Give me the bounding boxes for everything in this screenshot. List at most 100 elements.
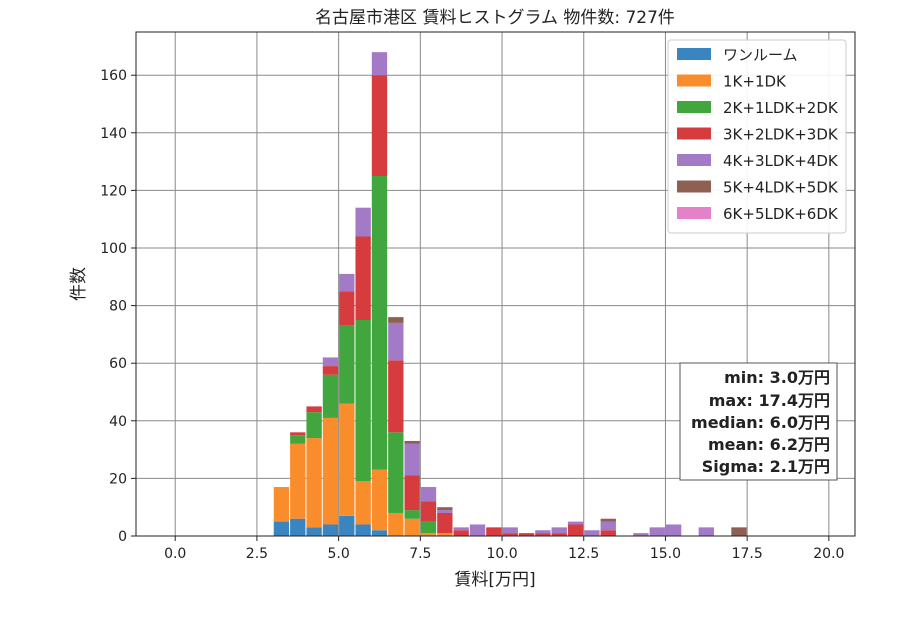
y-tick-label: 160	[100, 68, 127, 84]
bar-segment	[273, 487, 290, 522]
x-tick-label: 5.0	[327, 546, 349, 562]
bar-segment	[551, 533, 567, 536]
y-tick-label: 40	[109, 414, 127, 430]
bar-segment	[420, 501, 437, 522]
bar-segment	[486, 527, 502, 536]
bar-segment	[339, 325, 355, 404]
bar-segment	[306, 438, 322, 528]
bar-segment	[469, 524, 486, 536]
legend-items: ワンルーム 1K+1DK 2K+1LDK+2DK 3K+2LDK+3DK 4K+3LDK…	[677, 46, 839, 223]
bar-segment	[420, 533, 437, 536]
bar-segment	[371, 469, 388, 531]
bar-segment	[453, 530, 469, 536]
x-tick-label: 20.0	[813, 546, 844, 562]
y-axis-ticks: 0 20 40 60 80 100 120 140 160	[100, 68, 136, 545]
bar-segment	[437, 512, 453, 534]
bar-segment	[290, 443, 306, 519]
bar-segment	[371, 176, 388, 470]
legend-swatch	[677, 180, 711, 193]
y-tick-label: 80	[109, 299, 127, 315]
bar-segment	[535, 530, 551, 534]
bar-segment	[404, 518, 420, 536]
bar-segment	[322, 417, 339, 525]
bar-segment	[437, 510, 453, 513]
bar-segment	[600, 530, 616, 536]
bar-segment	[355, 481, 371, 525]
bar-segment	[437, 507, 453, 511]
stat-sigma: Sigma: 2.1万円	[702, 457, 830, 476]
legend-swatch	[677, 74, 711, 87]
legend-label: 4K+3LDK+4DK	[723, 152, 839, 170]
bar-segment	[322, 524, 339, 536]
bar-segment	[567, 521, 584, 525]
bar-segment	[306, 406, 322, 413]
bar-segment	[388, 317, 404, 323]
y-tick-label: 120	[100, 183, 127, 199]
y-tick-label: 100	[100, 241, 127, 257]
bar-segment	[371, 52, 388, 76]
bar-segment	[404, 440, 420, 444]
stat-mean: mean: 6.2万円	[708, 435, 830, 454]
legend-label: 6K+5LDK+6DK	[723, 205, 839, 223]
bar-segment	[355, 320, 371, 482]
legend-box	[667, 39, 847, 234]
bar-segment	[355, 236, 371, 320]
x-axis-ticks: 0.0 2.5 5.0 7.5 10.0 12.5 15.0 17.5 20.0	[164, 536, 844, 562]
stat-median: median: 6.0万円	[691, 413, 830, 432]
bar-segment	[322, 374, 339, 418]
legend-label: 2K+1LDK+2DK	[723, 99, 839, 117]
legend-label: 5K+4LDK+5DK	[723, 179, 839, 197]
bar-segment	[371, 75, 388, 176]
bar-segment	[404, 443, 420, 476]
x-tick-label: 10.0	[486, 546, 517, 562]
bar-segment	[584, 530, 600, 536]
bar-segment	[290, 435, 306, 444]
x-axis-label: 賃料[万円]	[454, 570, 535, 590]
bar-segment	[339, 273, 355, 292]
bar-segment	[698, 527, 714, 536]
bar-segment	[420, 487, 437, 502]
legend-label: ワンルーム	[723, 46, 798, 64]
bar-segment	[322, 357, 339, 367]
bar-segment	[600, 518, 616, 522]
bar-segment	[535, 533, 551, 536]
y-tick-label: 0	[118, 529, 127, 545]
bar-segment	[339, 291, 355, 326]
bar-segment	[339, 515, 355, 536]
y-tick-label: 140	[100, 126, 127, 142]
bar-segment	[355, 524, 371, 536]
y-axis-label: 件数	[69, 267, 89, 301]
bar-segment	[453, 527, 469, 531]
x-tick-label: 7.5	[409, 546, 431, 562]
bar-segment	[388, 322, 404, 361]
x-tick-label: 2.5	[246, 546, 268, 562]
legend-swatch	[677, 48, 711, 60]
legend-label: 1K+1DK	[723, 73, 787, 91]
stat-min: min: 3.0万円	[724, 368, 830, 387]
x-tick-label: 12.5	[568, 546, 599, 562]
bar-segment	[371, 530, 388, 536]
stats-box: min: 3.0万円 max: 17.4万円 median: 6.0万円 mea…	[679, 362, 838, 481]
bar-segment	[306, 412, 322, 439]
bar-segment	[633, 533, 649, 536]
y-tick-label: 60	[109, 356, 127, 372]
x-tick-label: 0.0	[164, 546, 186, 562]
bar-segment	[518, 533, 535, 536]
x-tick-label: 17.5	[732, 546, 763, 562]
bar-segment	[388, 432, 404, 513]
bar-segment	[567, 524, 584, 536]
bar-segment	[437, 533, 453, 536]
bar-segment	[388, 360, 404, 433]
bar-segment	[649, 527, 665, 536]
bar-segment	[420, 521, 437, 534]
bar-segment	[290, 432, 306, 436]
y-tick-label: 20	[109, 471, 127, 487]
bars-layer	[273, 52, 747, 536]
bar-segment	[551, 527, 567, 534]
bar-segment	[600, 521, 616, 531]
axes-frame	[135, 31, 856, 537]
bar-segment	[273, 521, 290, 536]
bar-segment	[290, 518, 306, 536]
legend-swatch	[677, 207, 711, 219]
